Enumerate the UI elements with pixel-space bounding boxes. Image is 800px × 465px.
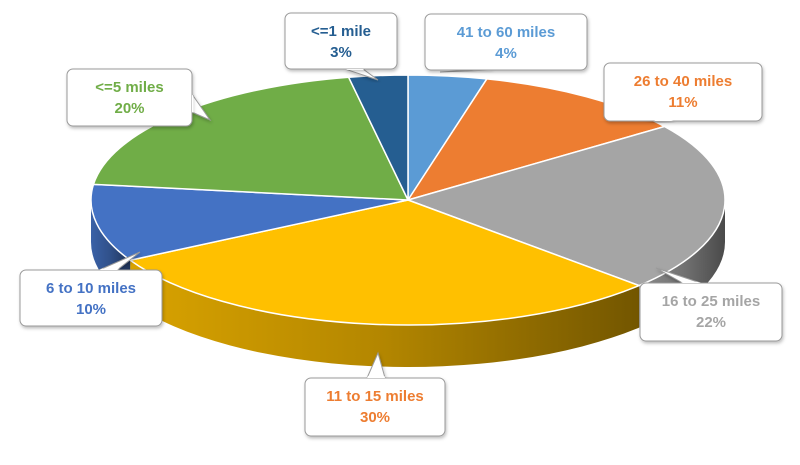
- data-label-percent: 4%: [495, 45, 517, 62]
- data-label-percent: 30%: [360, 409, 390, 426]
- callout-seam: [99, 268, 119, 270]
- callout-16-to-25-miles: 16 to 25 miles 22%: [639, 267, 783, 342]
- pie-slice-6-to-10-miles: [90, 183, 409, 261]
- data-label-category: <=1 mile: [311, 23, 371, 40]
- callout-seam: [367, 376, 386, 378]
- data-label-percent: 20%: [114, 100, 144, 117]
- callout-box: [639, 282, 783, 342]
- callout-seam: [653, 120, 674, 121]
- data-label-percent: 10%: [76, 301, 106, 318]
- callout-box: [304, 377, 446, 437]
- data-label-percent: 3%: [330, 44, 352, 61]
- pie-slice-le-1-mile: [347, 74, 409, 201]
- pie-wall-11-to-15-miles: [130, 260, 640, 368]
- data-label-category: 41 to 60 miles: [457, 24, 555, 41]
- pie-top-slices: [90, 74, 726, 326]
- data-label-percent: 11%: [668, 94, 697, 111]
- data-label-category: 11 to 15 miles: [326, 388, 424, 405]
- callout-le-1-mile: <=1 mile 3%: [284, 12, 398, 81]
- data-label-percent: 22%: [696, 314, 726, 331]
- callout-6-to-10-miles: 6 to 10 miles 10%: [19, 251, 163, 327]
- callout-41-to-60-miles: 41 to 60 miles 4%: [424, 13, 588, 73]
- data-label-category: 16 to 25 miles: [662, 293, 760, 310]
- pie-slice-16-to-25-miles: [407, 125, 726, 287]
- callout-box: [603, 62, 763, 122]
- pie-slice-11-to-15-miles: [129, 199, 640, 326]
- callout-11-to-15-miles: 11 to 15 miles 30%: [304, 351, 446, 437]
- data-label-category: 26 to 40 miles: [634, 73, 732, 90]
- data-label-category: <=5 miles: [95, 79, 163, 96]
- callout-box: [66, 68, 193, 127]
- data-label-category: 6 to 10 miles: [46, 280, 136, 297]
- callout-seam: [680, 281, 701, 283]
- callout-seam: [192, 94, 194, 113]
- callout-26-to-40-miles: 26 to 40 miles 11%: [603, 62, 763, 122]
- callout-box: [284, 12, 398, 70]
- callout-box: [19, 269, 163, 327]
- callout-box: [424, 13, 588, 71]
- callout-le-5-miles: <=5 miles 20%: [66, 68, 212, 127]
- data-label-callouts: 41 to 60 miles 4% 26 to 40 miles 11% 16 to 2…: [19, 12, 783, 437]
- callout-seam: [344, 69, 365, 70]
